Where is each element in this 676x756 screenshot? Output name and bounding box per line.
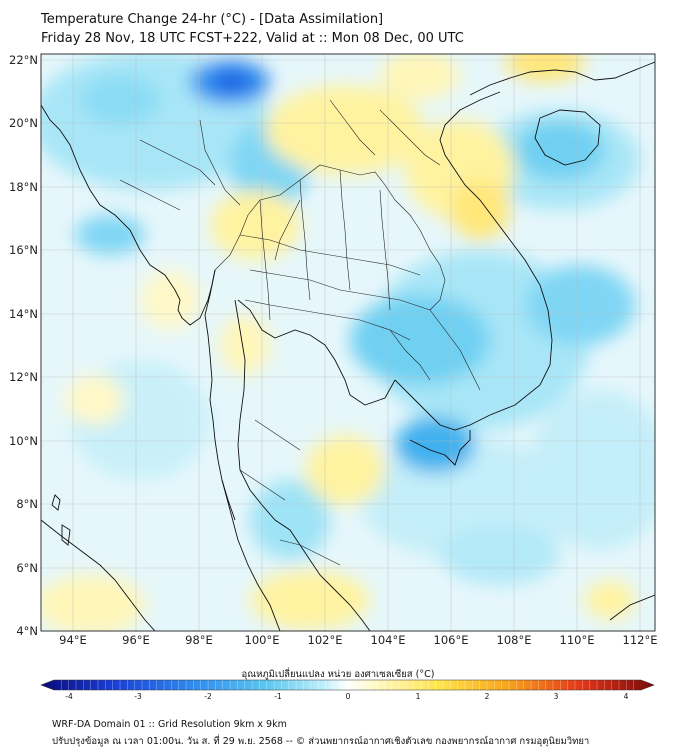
lon-label-112: 112°E <box>623 633 658 647</box>
map-subtitle: Friday 28 Nov, 18 UTC FCST+222, Valid at… <box>41 31 464 46</box>
coastlines <box>41 61 655 631</box>
lat-label-8: 8°N <box>16 497 38 511</box>
lat-label-20: 20°N <box>9 116 38 130</box>
lon-label-104: 104°E <box>371 633 406 647</box>
model-info: WRF-DA Domain 01 :: Grid Resolution 9km … <box>52 719 287 730</box>
graticule <box>41 54 655 631</box>
lon-label-106: 106°E <box>434 633 469 647</box>
map-frame <box>40 53 656 632</box>
colorbar: -4 -3 -2 -1 0 1 2 3 4 <box>40 679 655 701</box>
map-title: Temperature Change 24-hr (°C) - [Data As… <box>41 12 384 27</box>
cb-tick-m4: -4 <box>65 692 73 701</box>
cb-tick-m1: -1 <box>274 692 282 701</box>
lon-label-110: 110°E <box>560 633 595 647</box>
lat-label-10: 10°N <box>9 434 38 448</box>
credits: ปรับปรุงข้อมูล ณ เวลา 01:00น. วัน ส. ที่… <box>52 736 590 747</box>
cb-tick-m3: -3 <box>134 692 142 701</box>
colorbar-ticks: -4 -3 -2 -1 0 1 2 3 4 <box>65 692 628 701</box>
lat-label-4: 4°N <box>16 624 38 638</box>
lon-label-108: 108°E <box>497 633 532 647</box>
cb-tick-3: 3 <box>554 692 559 701</box>
lon-label-98: 98°E <box>185 633 213 647</box>
lat-label-12: 12°N <box>9 370 38 384</box>
longitude-labels: 94°E 96°E 98°E 100°E 102°E 104°E 106°E 1… <box>59 633 657 647</box>
colorbar-title: อุณหภูมิเปลี่ยนแปลง หน่วย องศาเซลเซียส (… <box>241 669 435 680</box>
lat-label-18: 18°N <box>9 180 38 194</box>
latitude-labels: 22°N 20°N 18°N 16°N 14°N 12°N 10°N 8°N 6… <box>9 53 38 638</box>
lon-label-102: 102°E <box>308 633 343 647</box>
lon-label-100: 100°E <box>245 633 280 647</box>
cb-tick-4: 4 <box>624 692 629 701</box>
lat-label-16: 16°N <box>9 243 38 257</box>
lat-label-14: 14°N <box>9 307 38 321</box>
temperature-field <box>41 54 655 631</box>
cb-tick-2: 2 <box>485 692 490 701</box>
lon-label-96: 96°E <box>122 633 150 647</box>
cb-tick-m2: -2 <box>204 692 212 701</box>
lon-label-94: 94°E <box>59 633 87 647</box>
lat-label-22: 22°N <box>9 53 38 67</box>
admin-borders <box>119 99 481 566</box>
colorbar-segments <box>61 680 634 690</box>
cb-tick-1: 1 <box>416 692 421 701</box>
cb-tick-0: 0 <box>346 692 351 701</box>
lat-label-6: 6°N <box>16 561 38 575</box>
